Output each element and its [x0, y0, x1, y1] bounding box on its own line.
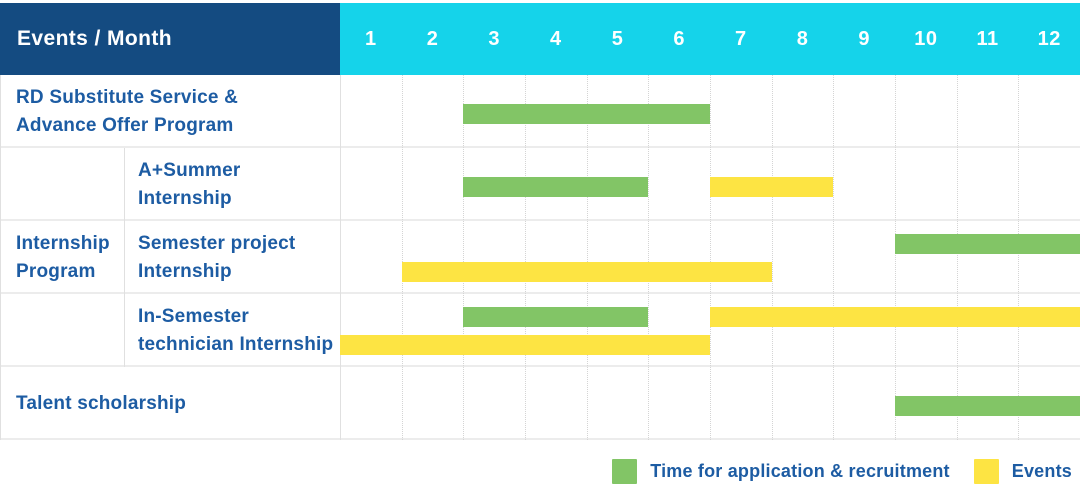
- month-header-3: 3: [488, 27, 500, 50]
- row-label-semester-project-internship: Semester project Internship: [138, 221, 338, 294]
- table-row: [0, 148, 1080, 221]
- legend-label: Events: [1011, 460, 1072, 481]
- table-row: [0, 294, 1080, 367]
- month-gridline: [648, 75, 650, 440]
- label-line: Advance Offer Program: [16, 114, 234, 136]
- month-gridline: [710, 75, 711, 440]
- label-line: Program: [16, 260, 96, 282]
- gantt-bar-green: [895, 396, 1080, 416]
- label-line: In-Semester: [138, 305, 249, 327]
- legend-label: Time for application & recruitment: [650, 460, 950, 481]
- gantt-bar-yellow: [401, 262, 772, 282]
- gantt-bar-yellow: [710, 307, 1080, 327]
- month-gridline: [1018, 75, 1020, 440]
- legend-item-events: Events: [973, 458, 1072, 484]
- month-gridline: [956, 75, 958, 440]
- group-label-internship-program: Internship Program: [16, 148, 122, 367]
- month-gridline: [833, 75, 835, 440]
- sub-column-divider: [124, 148, 125, 367]
- month-header-4: 4: [550, 27, 562, 50]
- gantt-bar-yellow: [710, 177, 834, 197]
- table-left-border: [0, 75, 1, 440]
- gantt-bar-green: [463, 104, 710, 124]
- table-row: [0, 221, 1080, 294]
- label-line: A+Summer: [138, 159, 241, 181]
- gantt-bar-green: [895, 234, 1080, 254]
- row-label-in-semester-technician-internship: In-Semester technician Internship: [138, 294, 338, 367]
- month-gridline: [771, 75, 773, 440]
- legend-green-swatch-icon: [612, 458, 638, 484]
- label-line: Internship: [138, 260, 232, 282]
- month-header-9: 9: [858, 27, 871, 50]
- month-gridline: [463, 75, 465, 440]
- label-line: technician Internship: [138, 333, 334, 355]
- row-label-talent-scholarship: Talent scholarship: [16, 367, 326, 440]
- row-label-rd-substitute-service: RD Substitute Service & Advance Offer Pr…: [16, 75, 326, 148]
- gantt-bar-green: [463, 177, 649, 197]
- legend-item-application-recruitment: Time for application & recruitment: [612, 458, 950, 484]
- label-line: Internship: [16, 232, 110, 254]
- month-header-row: 1 2 3 4 5 6 7 8 9 10 11 12: [340, 3, 1080, 75]
- label-line: Internship: [138, 187, 232, 209]
- legend: Time for application & recruitment Event…: [612, 455, 1072, 487]
- label-line: RD Substitute Service &: [16, 86, 239, 108]
- month-header-1: 1: [365, 27, 377, 50]
- table-header-title-cell: Events / Month: [0, 3, 340, 75]
- month-gridline: [401, 75, 403, 440]
- table-row: [0, 75, 1080, 148]
- month-header-7: 7: [735, 27, 747, 50]
- month-gridline: [340, 75, 341, 440]
- month-gridline: [586, 75, 588, 440]
- month-header-12: 12: [1037, 27, 1061, 50]
- gantt-bar-yellow: [340, 335, 710, 355]
- month-header-10: 10: [914, 27, 938, 50]
- gantt-bar-green: [463, 307, 649, 327]
- month-header-8: 8: [796, 27, 809, 50]
- legend-yellow-swatch-icon: [973, 458, 999, 484]
- label-line: Talent scholarship: [16, 392, 187, 414]
- table-row: [0, 367, 1080, 440]
- month-header-2: 2: [426, 27, 439, 50]
- month-gridline: [895, 75, 896, 440]
- month-gridline: [525, 75, 526, 440]
- label-line: Semester project: [138, 232, 296, 254]
- page-title: Events / Month: [17, 27, 172, 50]
- month-header-5: 5: [611, 27, 624, 50]
- row-label-a-plus-summer-internship: A+Summer Internship: [138, 148, 338, 221]
- month-header-6: 6: [673, 27, 685, 50]
- month-header-11: 11: [976, 27, 999, 50]
